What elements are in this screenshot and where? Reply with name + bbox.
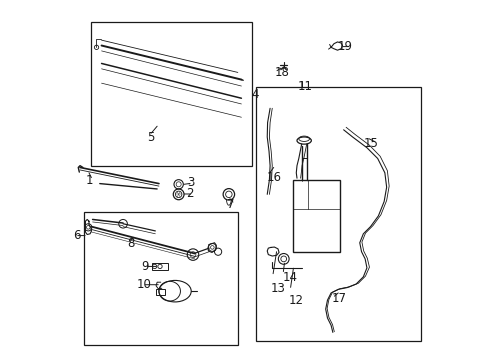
Text: 12: 12	[289, 294, 304, 307]
Text: 17: 17	[332, 292, 347, 305]
Bar	[152, 263, 168, 270]
Text: 6: 6	[73, 229, 80, 242]
Text: 15: 15	[364, 137, 378, 150]
Text: 10: 10	[137, 278, 151, 291]
Bar	[91, 22, 252, 166]
Text: 18: 18	[274, 66, 289, 79]
Text: 5: 5	[147, 131, 155, 144]
Text: 3: 3	[187, 176, 194, 189]
Text: 13: 13	[271, 282, 286, 295]
Text: 11: 11	[298, 80, 313, 93]
Bar	[256, 87, 421, 341]
Text: 4: 4	[251, 88, 258, 101]
Bar	[294, 180, 340, 252]
Text: 19: 19	[338, 40, 353, 53]
Bar	[84, 212, 238, 345]
Text: 8: 8	[128, 237, 135, 250]
Text: 9: 9	[142, 260, 149, 273]
Text: 2: 2	[187, 188, 194, 201]
Text: 16: 16	[267, 171, 282, 184]
Text: 1: 1	[85, 174, 93, 187]
Text: 7: 7	[227, 198, 235, 211]
Text: 14: 14	[283, 271, 297, 284]
Bar	[156, 289, 165, 296]
